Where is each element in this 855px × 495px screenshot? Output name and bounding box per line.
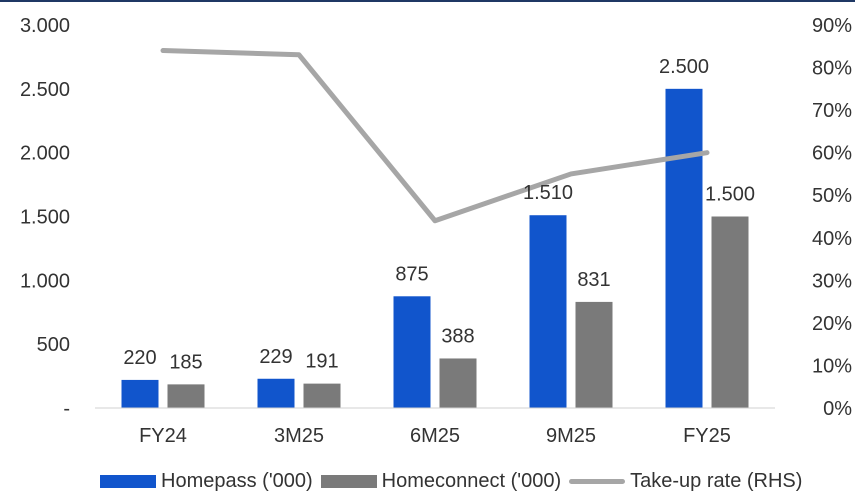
- y-right-tick-label: 60%: [812, 143, 852, 165]
- data-label: 229: [259, 346, 292, 368]
- legend-item-homepass: Homepass ('000): [100, 470, 313, 493]
- x-category-label: 3M25: [274, 425, 324, 447]
- bar-homeconnect: [439, 358, 477, 408]
- line-point: [570, 173, 572, 175]
- data-label: 388: [441, 325, 474, 347]
- data-label: 1.510: [523, 182, 573, 204]
- legend-item-take-up-rate: Take-up rate (RHS): [569, 470, 802, 493]
- right-axis-ticks: 0% 10% 20% 30% 40% 50% 60% 70% 80% 90%: [812, 15, 852, 420]
- legend-swatch-homepass: [100, 475, 156, 488]
- left-axis-ticks: - 500 1.000 1.500 2.000 2.500 3.000: [20, 15, 70, 420]
- data-label: 2.500: [659, 56, 709, 78]
- data-label: 831: [577, 269, 610, 291]
- y-left-tick-label: 500: [37, 334, 70, 356]
- bar-homeconnect: [167, 384, 205, 408]
- y-left-tick-label: -: [63, 398, 70, 420]
- line-point: [162, 50, 164, 52]
- y-right-tick-label: 30%: [812, 270, 852, 292]
- y-right-tick-label: 70%: [812, 100, 852, 122]
- data-label: 220: [123, 347, 156, 369]
- y-right-tick-label: 10%: [812, 355, 852, 377]
- data-label: 875: [395, 263, 428, 285]
- line-layer: [160, 48, 710, 224]
- data-label: 191: [305, 351, 338, 373]
- bar-homeconnect: [303, 383, 341, 408]
- data-label: 1.500: [705, 184, 755, 206]
- labels-layer: 220 229 875 1.510 2.500 185 191 388 831 1.500: [123, 56, 755, 374]
- y-left-tick-label: 2.000: [20, 143, 70, 165]
- category-axis-ticks: FY24 3M25 6M25 9M25 FY25: [139, 425, 731, 447]
- bar-homepass: [393, 296, 431, 408]
- y-right-tick-label: 40%: [812, 228, 852, 250]
- y-right-tick-label: 80%: [812, 58, 852, 80]
- legend-label-take-up-rate: Take-up rate (RHS): [630, 470, 803, 492]
- data-label: 185: [169, 351, 202, 373]
- bar-homeconnect: [575, 301, 613, 408]
- y-right-tick-label: 50%: [812, 185, 852, 207]
- legend-label-homeconnect: Homeconnect ('000): [381, 470, 562, 492]
- bar-homepass: [665, 88, 703, 408]
- x-category-label: 6M25: [410, 425, 460, 447]
- line-point: [298, 54, 300, 56]
- bars-layer: [121, 88, 749, 408]
- x-category-label: 9M25: [546, 425, 596, 447]
- y-left-tick-label: 2.500: [20, 79, 70, 101]
- bar-homepass: [257, 378, 295, 408]
- y-left-tick-label: 1.500: [20, 207, 70, 229]
- x-category-label: FY24: [139, 425, 187, 447]
- top-border: [0, 0, 855, 2]
- legend: Homepass ('000) Homeconnect ('000) Take-…: [0, 468, 855, 495]
- y-left-tick-label: 1.000: [20, 270, 70, 292]
- legend-swatch-homeconnect: [320, 475, 377, 488]
- series-line-take-up-rate: [160, 48, 710, 224]
- line-point: [706, 152, 708, 154]
- y-right-tick-label: 90%: [812, 15, 852, 37]
- y-right-tick-label: 20%: [812, 313, 852, 335]
- line-point: [434, 220, 436, 222]
- legend-item-homeconnect: Homeconnect ('000): [320, 470, 562, 493]
- bar-homeconnect: [711, 216, 749, 408]
- bar-homepass: [121, 379, 159, 408]
- x-category-label: FY25: [683, 425, 731, 447]
- y-left-tick-label: 3.000: [20, 15, 70, 37]
- legend-swatch-take-up-rate: [569, 479, 626, 484]
- bar-homepass: [529, 215, 567, 408]
- y-right-tick-label: 0%: [823, 398, 852, 420]
- chart-canvas: 220 229 875 1.510 2.500 185 191 388 831 1.500 - 50…: [20, 15, 852, 447]
- legend-label-homepass: Homepass ('000): [161, 470, 313, 492]
